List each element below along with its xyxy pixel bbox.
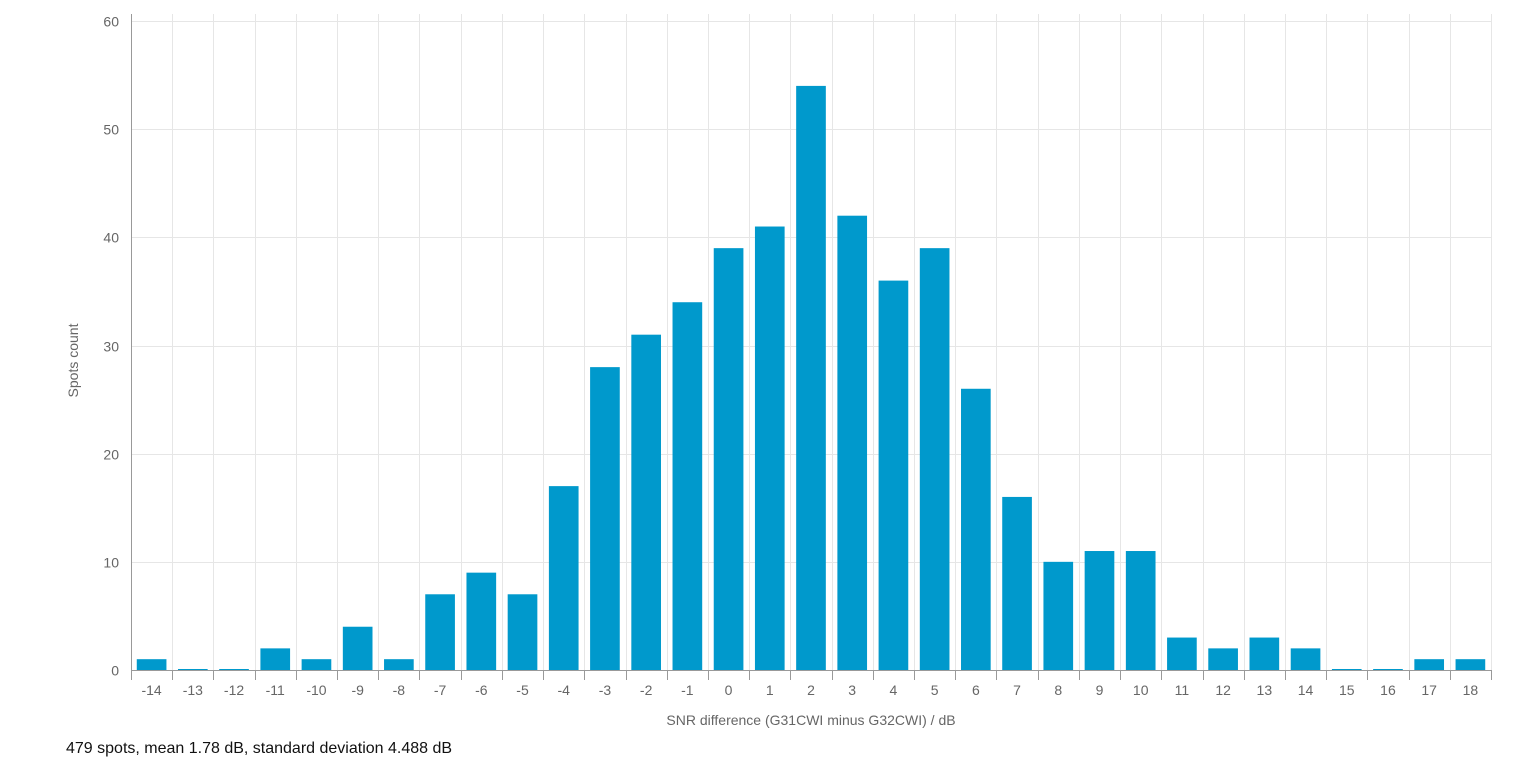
bar-3 xyxy=(837,215,868,670)
bar-13 xyxy=(1249,637,1280,670)
bar-7 xyxy=(1002,496,1032,670)
x-tick-label: -6 xyxy=(475,682,488,698)
x-tick-label: -12 xyxy=(224,682,244,698)
x-tick-label: -11 xyxy=(266,682,285,698)
x-tick-label: 9 xyxy=(1096,682,1104,698)
bar-15 xyxy=(1331,669,1362,670)
x-tick-label: 0 xyxy=(725,682,733,698)
x-tick-label: 12 xyxy=(1215,682,1231,698)
bar-5 xyxy=(919,248,950,670)
grid-lines xyxy=(131,14,1492,670)
x-tick-label: -10 xyxy=(306,682,326,698)
bar--1 xyxy=(672,302,703,670)
x-tick-label: 17 xyxy=(1421,682,1437,698)
bar-17 xyxy=(1414,659,1445,670)
bar-12 xyxy=(1208,648,1238,670)
x-tick-label: -4 xyxy=(558,682,571,698)
bar--9 xyxy=(342,626,373,670)
x-tick-label: 2 xyxy=(807,682,815,698)
bar--14 xyxy=(136,659,167,670)
x-tick-label: 4 xyxy=(890,682,898,698)
x-tick-label: -14 xyxy=(141,682,161,698)
y-tick-label: 10 xyxy=(103,555,119,571)
bar-10 xyxy=(1125,551,1156,670)
x-tick-label: -7 xyxy=(434,682,447,698)
x-tick-label: 11 xyxy=(1175,682,1190,698)
x-tick-label: -8 xyxy=(393,682,406,698)
bar-9 xyxy=(1084,551,1115,670)
bar-11 xyxy=(1167,637,1197,670)
x-axis-title: SNR difference (G31CWI minus G32CWI) / d… xyxy=(666,712,955,728)
bar--11 xyxy=(260,648,291,670)
bar-4 xyxy=(878,280,909,670)
y-tick-label: 0 xyxy=(111,663,119,679)
x-tick-label: -1 xyxy=(681,682,694,698)
bar--10 xyxy=(301,659,332,670)
bar-16 xyxy=(1373,669,1403,670)
y-tick-labels: 0 10 20 30 40 50 60 xyxy=(103,14,119,679)
bar--4 xyxy=(548,486,579,670)
x-tick-label: 5 xyxy=(931,682,939,698)
bar-18 xyxy=(1455,659,1486,670)
bar-0 xyxy=(713,248,744,670)
bar-1 xyxy=(754,226,785,670)
summary-stats: 479 spots, mean 1.78 dB, standard deviat… xyxy=(66,740,453,757)
bar-2 xyxy=(796,85,826,670)
axes xyxy=(131,14,1491,671)
y-axis-title: Spots count xyxy=(65,323,81,397)
bars xyxy=(136,85,1486,670)
y-tick-label: 60 xyxy=(103,14,119,30)
x-tick-label: 6 xyxy=(972,682,980,698)
x-tick-label: 14 xyxy=(1298,682,1314,698)
x-tick-label: 7 xyxy=(1013,682,1021,698)
bar--6 xyxy=(466,572,497,670)
bar--2 xyxy=(631,334,661,670)
y-tick-label: 20 xyxy=(103,447,119,463)
x-tick-label: -5 xyxy=(516,682,529,698)
y-tick-label: 30 xyxy=(103,339,119,355)
x-tick-label: 3 xyxy=(848,682,856,698)
bar-6 xyxy=(961,388,991,670)
y-tick-label: 50 xyxy=(103,122,119,138)
x-tick-label: 10 xyxy=(1133,682,1149,698)
x-tick-label: 1 xyxy=(766,682,774,698)
bar--12 xyxy=(219,669,249,670)
y-tick-label: 40 xyxy=(103,230,119,246)
x-tick-labels: -14 -13 -12 -11 -10 -9 -8 -7 -6 -5 -4 -3 -2 -1 0 1 2 3 4 5 6… xyxy=(131,670,1492,698)
x-tick-label: 8 xyxy=(1054,682,1062,698)
bar-8 xyxy=(1043,561,1074,670)
x-tick-label: 15 xyxy=(1339,682,1355,698)
bar-14 xyxy=(1290,648,1321,670)
bar--5 xyxy=(507,594,538,670)
x-tick-label: -9 xyxy=(351,682,364,698)
x-tick-label: 18 xyxy=(1463,682,1479,698)
bar--13 xyxy=(177,669,208,670)
x-tick-label: 13 xyxy=(1257,682,1273,698)
x-tick-label: -3 xyxy=(599,682,612,698)
x-tick-label: -13 xyxy=(183,682,203,698)
bar--8 xyxy=(384,659,414,670)
x-tick-label: -2 xyxy=(640,682,653,698)
bar--3 xyxy=(590,367,620,670)
x-tick-label: 16 xyxy=(1380,682,1396,698)
bar--7 xyxy=(425,594,455,670)
